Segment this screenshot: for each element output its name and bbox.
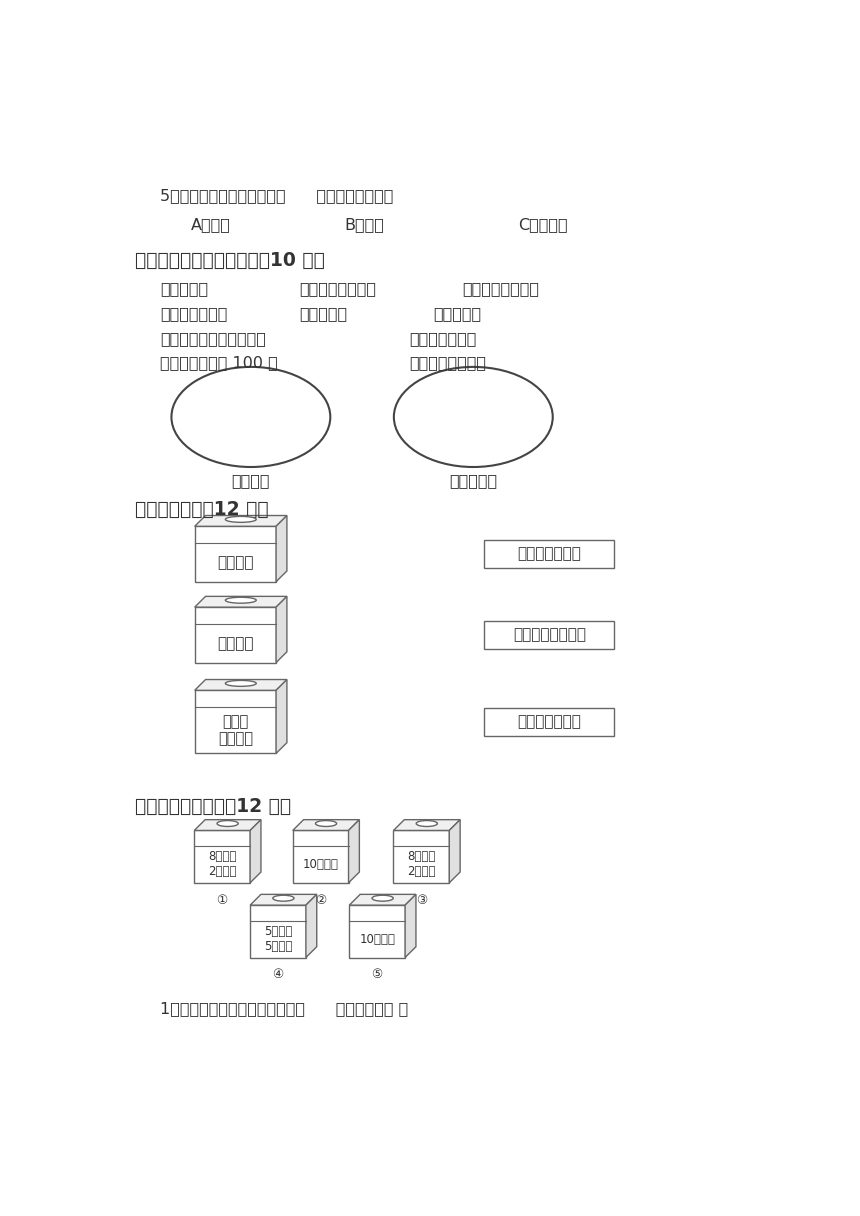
Polygon shape — [394, 820, 460, 831]
Ellipse shape — [316, 821, 336, 827]
Polygon shape — [250, 894, 316, 905]
Text: 加法和
减法卡片: 加法和 减法卡片 — [218, 714, 253, 747]
Polygon shape — [349, 905, 405, 957]
Text: 小明比他哥哥小: 小明比他哥哥小 — [160, 306, 228, 321]
Text: C、不可能: C、不可能 — [519, 216, 568, 232]
Polygon shape — [292, 831, 348, 883]
Text: 不可能是加法卡片: 不可能是加法卡片 — [513, 627, 586, 642]
Polygon shape — [405, 894, 416, 957]
Text: 四、分一分。（填序号）（10 分）: 四、分一分。（填序号）（10 分） — [135, 250, 325, 270]
Text: 8个红球
2个白球: 8个红球 2个白球 — [208, 850, 237, 878]
Text: 五、连一连。（12 分）: 五、连一连。（12 分） — [135, 500, 269, 519]
Polygon shape — [276, 680, 287, 754]
Polygon shape — [194, 831, 250, 883]
Text: B、一定: B、一定 — [344, 216, 384, 232]
Text: 10个红球: 10个红球 — [303, 857, 339, 871]
Polygon shape — [349, 894, 416, 905]
Polygon shape — [276, 516, 287, 581]
Ellipse shape — [225, 597, 256, 603]
Text: ⑤: ⑤ — [372, 968, 383, 981]
Text: 六、看图填一填。（12 分）: 六、看图填一填。（12 分） — [135, 796, 292, 816]
Polygon shape — [194, 596, 287, 607]
Polygon shape — [276, 596, 287, 663]
Polygon shape — [194, 680, 287, 691]
Text: ③: ③ — [415, 894, 427, 907]
Text: 女同学比男同学矮: 女同学比男同学矮 — [299, 281, 377, 295]
Ellipse shape — [225, 517, 256, 523]
Polygon shape — [194, 516, 287, 527]
Text: 5、如图，转动转盘，指针（      ）停在白色区域。: 5、如图，转动转盘，指针（ ）停在白色区域。 — [160, 188, 394, 203]
Text: 月亮围绕地球转动: 月亮围绕地球转动 — [409, 355, 487, 371]
Text: A、可能: A、可能 — [191, 216, 231, 232]
Polygon shape — [306, 894, 316, 957]
Text: 小明数学考试得 100 分: 小明数学考试得 100 分 — [160, 355, 278, 371]
Polygon shape — [250, 905, 306, 957]
Ellipse shape — [372, 895, 393, 901]
Ellipse shape — [225, 681, 256, 686]
Polygon shape — [194, 527, 276, 581]
Text: 加法卡片: 加法卡片 — [217, 554, 254, 570]
Text: 减法卡片: 减法卡片 — [217, 636, 254, 651]
Text: 抛硬币正面朝上: 抛硬币正面朝上 — [409, 331, 477, 345]
Text: 蝶蝶天上飞: 蝶蝶天上飞 — [160, 281, 208, 295]
Text: 今天星期四，明天星期五: 今天星期四，明天星期五 — [160, 331, 266, 345]
Polygon shape — [449, 820, 460, 883]
Polygon shape — [194, 691, 276, 754]
Text: 后天会下雨: 后天会下雨 — [299, 306, 347, 321]
Text: 5个红球
5个白球: 5个红球 5个白球 — [264, 925, 292, 953]
Text: 8个白球
2个红球: 8个白球 2个红球 — [407, 850, 436, 878]
Text: 1、摸到的球一定是红球，应到（      ）号盒子去摸 。: 1、摸到的球一定是红球，应到（ ）号盒子去摸 。 — [160, 1001, 408, 1015]
Text: 不确定现象: 不确定现象 — [449, 473, 497, 488]
Text: ②: ② — [315, 894, 326, 907]
Polygon shape — [250, 820, 261, 883]
Text: 确定现象: 确定现象 — [231, 473, 270, 488]
Polygon shape — [194, 607, 276, 663]
Text: ①: ① — [217, 894, 228, 907]
Text: 买彩票中将: 买彩票中将 — [433, 306, 481, 321]
Polygon shape — [292, 820, 359, 831]
Polygon shape — [194, 820, 261, 831]
Text: 可能是加法卡片: 可能是加法卡片 — [518, 546, 581, 562]
Polygon shape — [348, 820, 359, 883]
Ellipse shape — [217, 821, 238, 827]
Text: 10个白球: 10个白球 — [359, 933, 395, 946]
Polygon shape — [394, 831, 449, 883]
Ellipse shape — [416, 821, 438, 827]
Ellipse shape — [273, 895, 294, 901]
Text: 大鲨鱼在海里生活: 大鲨鱼在海里生活 — [463, 281, 539, 295]
Text: 一定是加法卡片: 一定是加法卡片 — [518, 714, 581, 730]
Text: ④: ④ — [273, 968, 284, 981]
